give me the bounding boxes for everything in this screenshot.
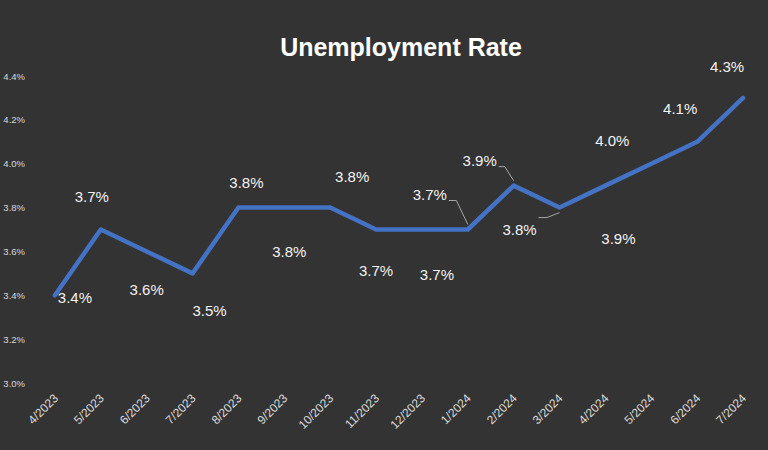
chart-svg: Unemployment Rate 3.0% 3.2% 3.4% 3.6% 3.8% 4.0…	[0, 0, 768, 450]
y-tick-label: 3.6%	[3, 246, 25, 257]
data-label: 3.4%	[58, 289, 92, 306]
background	[0, 0, 768, 450]
data-label: 3.7%	[420, 266, 454, 283]
x-tick-label: 4/2023	[25, 391, 61, 427]
x-tick-label: 7/2023	[163, 391, 199, 427]
data-label: 3.6%	[130, 281, 164, 298]
x-tick-label: 8/2023	[209, 391, 245, 427]
data-label: 4.0%	[595, 132, 629, 149]
data-label: 3.5%	[192, 302, 226, 319]
y-tick-label: 4.4%	[3, 71, 25, 82]
x-tick-label: 1/2024	[438, 391, 474, 427]
y-tick-label: 4.2%	[3, 114, 25, 125]
data-label: 3.7%	[413, 186, 447, 203]
x-tick-label: 7/2024	[713, 391, 749, 427]
chart-title: Unemployment Rate	[280, 33, 522, 61]
x-tick-label: 6/2024	[667, 391, 703, 427]
x-tick-label: 10/2023	[296, 391, 337, 432]
y-tick-label: 4.0%	[3, 158, 25, 169]
data-label: 3.8%	[229, 174, 263, 191]
data-label: 3.8%	[335, 168, 369, 185]
plot-marks	[55, 98, 743, 295]
x-tick-label: 5/2023	[71, 391, 107, 427]
x-tick-label: 4/2024	[576, 391, 612, 427]
y-tick-label: 3.0%	[3, 378, 25, 389]
x-tick-label: 3/2024	[530, 391, 566, 427]
data-label: 4.3%	[710, 58, 744, 75]
data-label: 3.9%	[601, 230, 635, 247]
leader-line	[539, 213, 560, 218]
x-tick-label: 2/2024	[484, 391, 520, 427]
x-tick-label: 11/2023	[342, 391, 382, 431]
y-tick-label: 3.8%	[3, 202, 25, 213]
data-label: 4.1%	[663, 100, 697, 117]
leader-line	[449, 201, 468, 225]
leader-line	[499, 167, 514, 181]
x-tick-label: 12/2023	[387, 391, 428, 432]
data-label: 3.9%	[463, 152, 497, 169]
x-tick-label: 6/2023	[117, 391, 153, 427]
x-tick-label: 5/2024	[622, 391, 658, 427]
data-label: 3.7%	[359, 262, 393, 279]
chart-root: Unemployment Rate 3.0% 3.2% 3.4% 3.6% 3.8% 4.0…	[0, 0, 768, 450]
y-tick-label: 3.2%	[3, 334, 25, 345]
data-label: 3.7%	[75, 188, 109, 205]
x-tick-label: 9/2023	[255, 391, 291, 427]
data-label: 3.8%	[502, 221, 536, 238]
series-line	[55, 98, 743, 295]
data-label: 3.8%	[272, 243, 306, 260]
y-tick-label: 3.4%	[3, 290, 25, 301]
